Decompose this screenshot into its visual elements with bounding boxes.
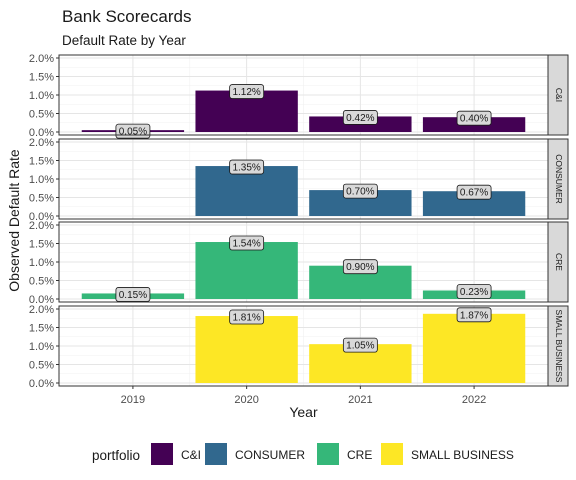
data-label-box bbox=[456, 184, 492, 200]
y-tick-label: 2.0% bbox=[29, 304, 54, 316]
y-tick-label: 2.0% bbox=[29, 137, 54, 149]
facet-strip bbox=[547, 305, 569, 387]
data-label-text: 1.87% bbox=[460, 310, 488, 321]
data-label-text: 0.70% bbox=[346, 187, 374, 198]
chart-subtitle: Default Rate by Year bbox=[62, 33, 186, 48]
legend-label-0: C&I bbox=[181, 448, 201, 462]
data-label-text: 0.23% bbox=[460, 287, 488, 298]
data-label-2022: 0.40% bbox=[456, 110, 492, 126]
legend-key-1 bbox=[205, 443, 227, 465]
data-label-box bbox=[342, 337, 378, 353]
data-label-2019: 0.05% bbox=[115, 123, 151, 139]
data-label-box bbox=[342, 183, 378, 199]
y-tick-label: 0.0% bbox=[29, 378, 54, 390]
data-label-text: 0.67% bbox=[460, 188, 488, 199]
data-label-2020: 1.54% bbox=[229, 235, 265, 251]
x-tick-label: 2020 bbox=[234, 394, 258, 406]
bar-small-business-2022 bbox=[422, 313, 526, 383]
y-axis-title: Observed Default Rate bbox=[6, 149, 22, 292]
data-label-2021: 1.05% bbox=[342, 337, 378, 353]
facet-strip-label: SMALL BUSINESS bbox=[554, 310, 564, 383]
facet-strip-label: CONSUMER bbox=[554, 154, 564, 204]
bar-small-business-2020 bbox=[195, 316, 298, 383]
facet-strip-label: CRE bbox=[554, 253, 564, 271]
data-label-text: 1.81% bbox=[232, 313, 260, 324]
x-tick-label: 2019 bbox=[121, 394, 145, 406]
facet-strip-label: C&I bbox=[554, 88, 564, 102]
facet-panel-2: 0.15% 1.54% 0.90% 0.23% CRE 0.0% 0.5% 1.0% 1.5% 2… bbox=[29, 220, 569, 306]
data-label-2020: 1.81% bbox=[229, 309, 265, 325]
data-label-2020: 1.35% bbox=[229, 159, 265, 175]
y-tick-label: 0.0% bbox=[29, 294, 54, 306]
data-label-text: 0.05% bbox=[119, 127, 147, 138]
data-label-text: 0.15% bbox=[119, 290, 147, 301]
data-label-text: 1.12% bbox=[232, 87, 260, 98]
data-label-box bbox=[456, 284, 492, 299]
y-tick-label: 0.0% bbox=[29, 127, 54, 139]
legend-label-1: CONSUMER bbox=[235, 448, 305, 462]
data-label-2021: 0.42% bbox=[342, 110, 378, 125]
facet-strip bbox=[547, 54, 569, 136]
facet-panel-0: 0.05% 1.12% 0.42% 0.40% C&I 0.0% 0.5% 1.0% 1.5% 2… bbox=[29, 53, 569, 139]
data-label-2022: 0.67% bbox=[456, 184, 492, 200]
data-label-2022: 0.23% bbox=[456, 284, 492, 299]
data-label-box bbox=[456, 110, 492, 126]
y-tick-label: 1.0% bbox=[29, 341, 54, 353]
x-axis-title: Year bbox=[289, 404, 318, 420]
y-tick-label: 1.5% bbox=[29, 239, 54, 251]
y-tick-label: 1.5% bbox=[29, 72, 54, 84]
legend-label-3: SMALL BUSINESS bbox=[411, 448, 514, 462]
data-label-text: 0.90% bbox=[346, 262, 374, 273]
data-label-text: 0.42% bbox=[346, 113, 374, 124]
data-label-text: 1.35% bbox=[232, 163, 260, 174]
data-label-2021: 0.90% bbox=[342, 259, 378, 275]
y-tick-label: 0.0% bbox=[29, 211, 54, 223]
data-label-box bbox=[115, 287, 151, 302]
data-label-2019: 0.15% bbox=[115, 287, 151, 302]
legend-key-2 bbox=[317, 443, 339, 465]
facet-panel-3: 1.81% 1.05% 1.87% SMALL BUSINESS 0.0% 0.5% 1.0… bbox=[29, 304, 569, 390]
facet-panel-1: 1.35% 0.70% 0.67% CONSUMER 0.0% 0.5% 1.0% 1.5% 2… bbox=[29, 137, 569, 223]
y-tick-label: 1.0% bbox=[29, 174, 54, 186]
y-tick-label: 0.5% bbox=[29, 276, 54, 288]
y-tick-label: 1.0% bbox=[29, 257, 54, 269]
facet-strip bbox=[547, 138, 569, 220]
y-tick-label: 1.5% bbox=[29, 156, 54, 168]
y-tick-label: 0.5% bbox=[29, 193, 54, 205]
data-label-box bbox=[342, 259, 378, 275]
data-label-box bbox=[229, 235, 265, 251]
data-label-text: 0.40% bbox=[460, 114, 488, 125]
legend-key-3 bbox=[381, 443, 403, 465]
data-label-2020: 1.12% bbox=[229, 84, 265, 99]
data-label-box bbox=[229, 84, 265, 99]
data-label-box bbox=[342, 110, 378, 125]
chart-title: Bank Scorecards bbox=[62, 7, 192, 26]
data-label-text: 1.54% bbox=[232, 239, 260, 250]
data-label-box bbox=[456, 307, 492, 323]
legend-label-2: CRE bbox=[347, 448, 372, 462]
data-label-box bbox=[229, 309, 265, 325]
y-tick-label: 0.5% bbox=[29, 109, 54, 121]
y-tick-label: 1.0% bbox=[29, 90, 54, 102]
bar-cre-2020 bbox=[195, 242, 298, 299]
legend-key-0 bbox=[151, 443, 173, 465]
y-tick-label: 2.0% bbox=[29, 53, 54, 65]
data-label-text: 1.05% bbox=[346, 341, 374, 352]
facet-strip bbox=[547, 221, 569, 303]
legend-title: portfolio bbox=[92, 448, 140, 463]
data-label-2022: 1.87% bbox=[456, 307, 492, 323]
x-tick-label: 2021 bbox=[348, 394, 372, 406]
data-label-box bbox=[229, 159, 265, 175]
y-tick-label: 0.5% bbox=[29, 360, 54, 372]
y-tick-label: 2.0% bbox=[29, 220, 54, 232]
x-tick-label: 2022 bbox=[462, 394, 486, 406]
data-label-2021: 0.70% bbox=[342, 183, 378, 199]
legend: portfolio C&I CONSUMER CRE SMALL BUSINESS bbox=[92, 443, 514, 465]
y-tick-label: 1.5% bbox=[29, 323, 54, 335]
